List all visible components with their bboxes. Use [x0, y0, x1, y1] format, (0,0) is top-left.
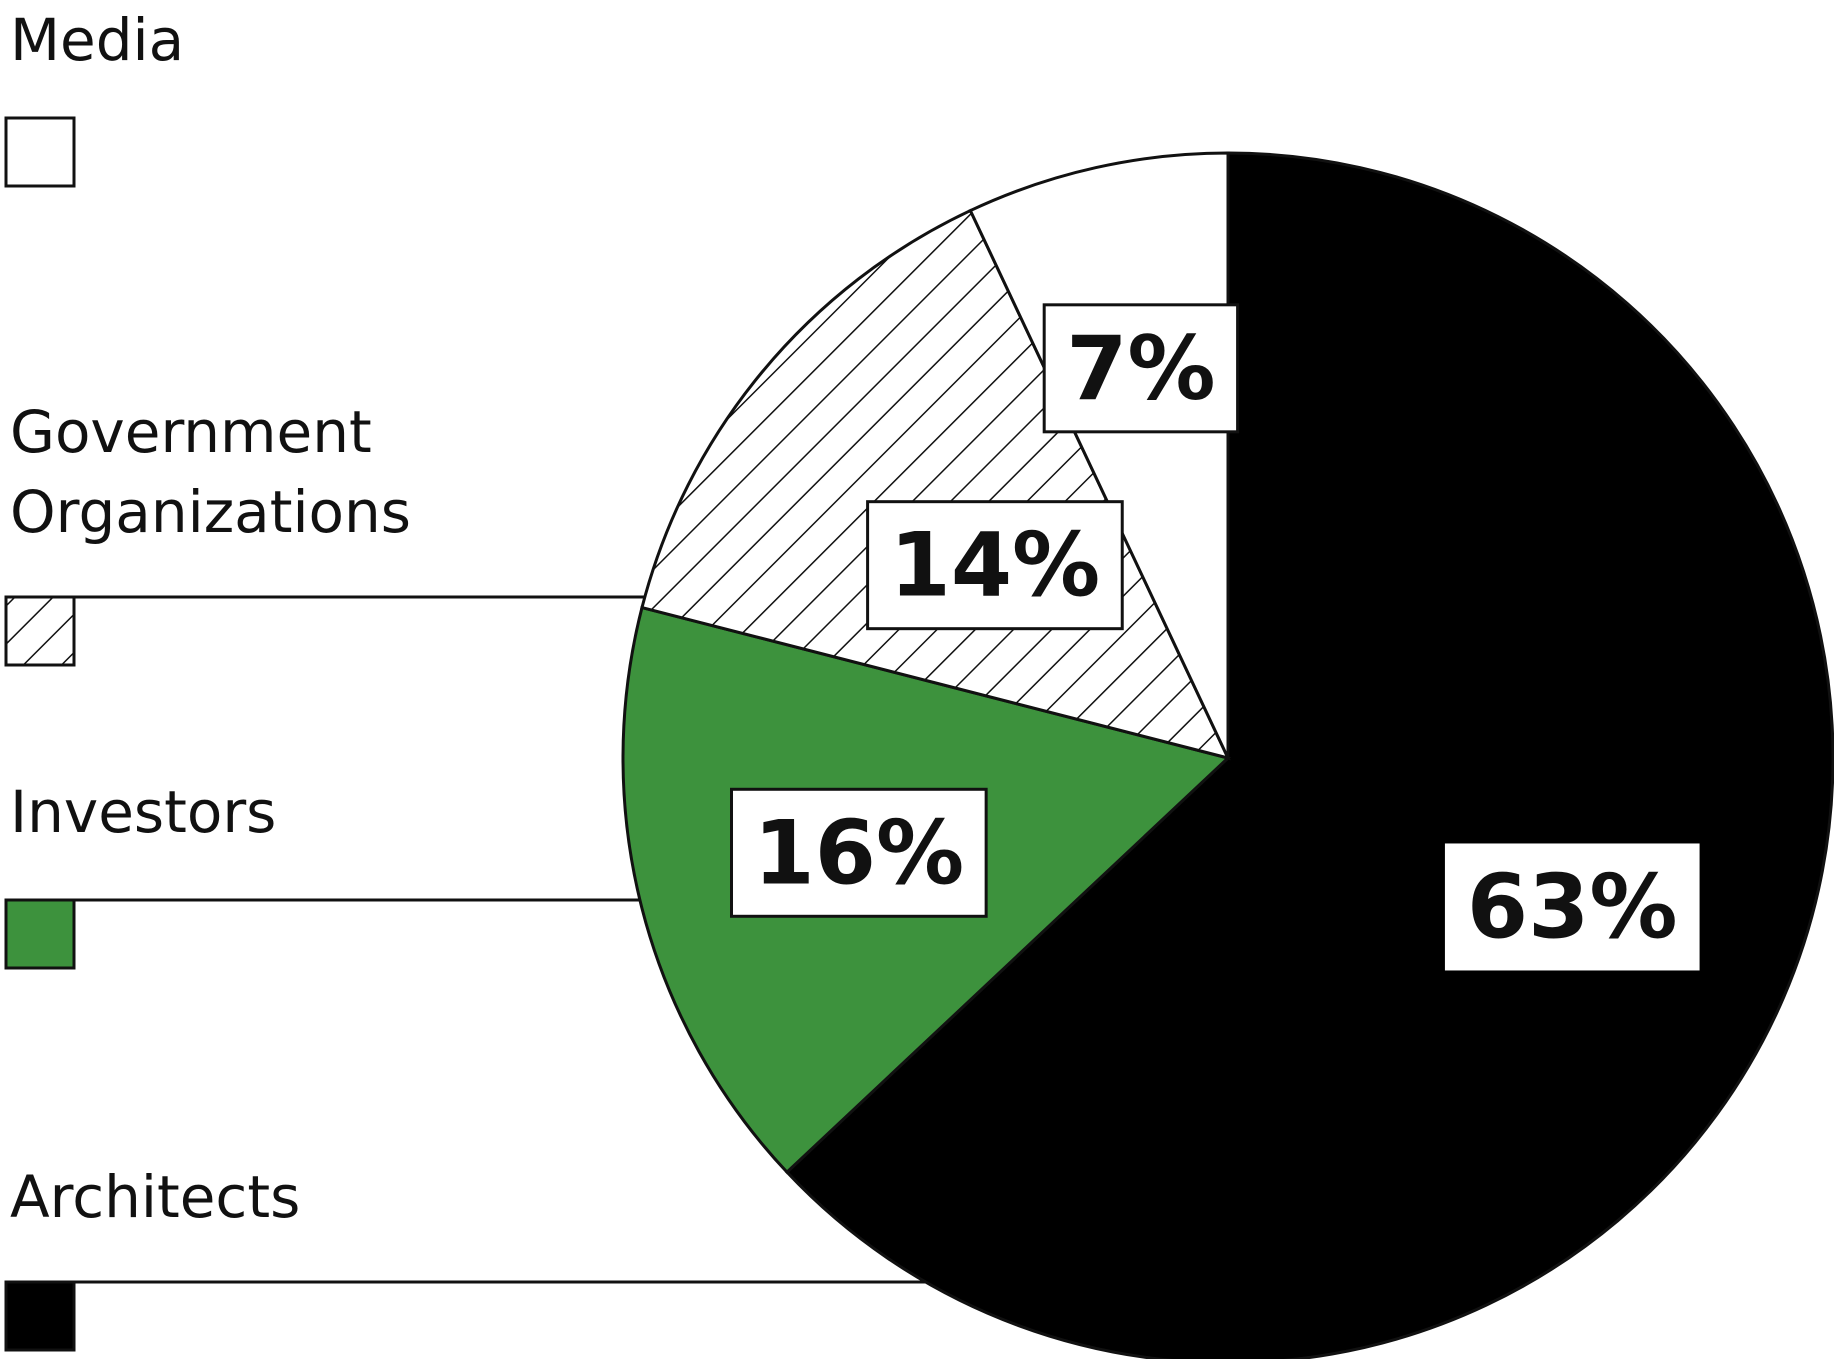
slice-label-media: 7%: [1042, 303, 1240, 434]
slice-label-government-organizations: 14%: [866, 500, 1124, 631]
legend-item-architects: Architects: [4, 1163, 300, 1352]
slice-label-text: 63%: [1467, 855, 1678, 958]
slice-label-box: [1444, 843, 1700, 971]
slice-labels: 63% 16% 14% 7%: [730, 303, 1700, 971]
legend-label: Media: [10, 6, 184, 74]
legend-label: Investors: [10, 778, 276, 846]
legend-swatch: [4, 116, 76, 188]
legend-label: Architects: [10, 1163, 300, 1231]
legend-swatch: [4, 1280, 76, 1352]
legend-label: Organizations: [10, 478, 411, 546]
slice-label-text: 7%: [1066, 317, 1215, 420]
legend-item-investors: Investors: [4, 778, 276, 970]
legend: Media Government Organizations Investors Arc…: [4, 6, 411, 1352]
legend-swatch: [4, 898, 76, 970]
slice-label-box: [866, 500, 1124, 631]
slice-architects: [784, 151, 1834, 1359]
legend-item-government-organizations: Government Organizations: [4, 398, 411, 667]
slice-label-box: [730, 787, 988, 918]
slice-label-text: 14%: [890, 514, 1101, 617]
legend-leader-lines: [74, 595, 926, 1284]
slice-label-text: 16%: [754, 801, 965, 904]
slice-label-architects: 63%: [1444, 843, 1700, 971]
slice-label-investors: 16%: [730, 787, 988, 918]
slice-label-box: [1042, 303, 1240, 434]
legend-label: Government: [10, 398, 372, 466]
legend-item-media: Media: [4, 6, 184, 188]
legend-swatch: [4, 595, 76, 667]
